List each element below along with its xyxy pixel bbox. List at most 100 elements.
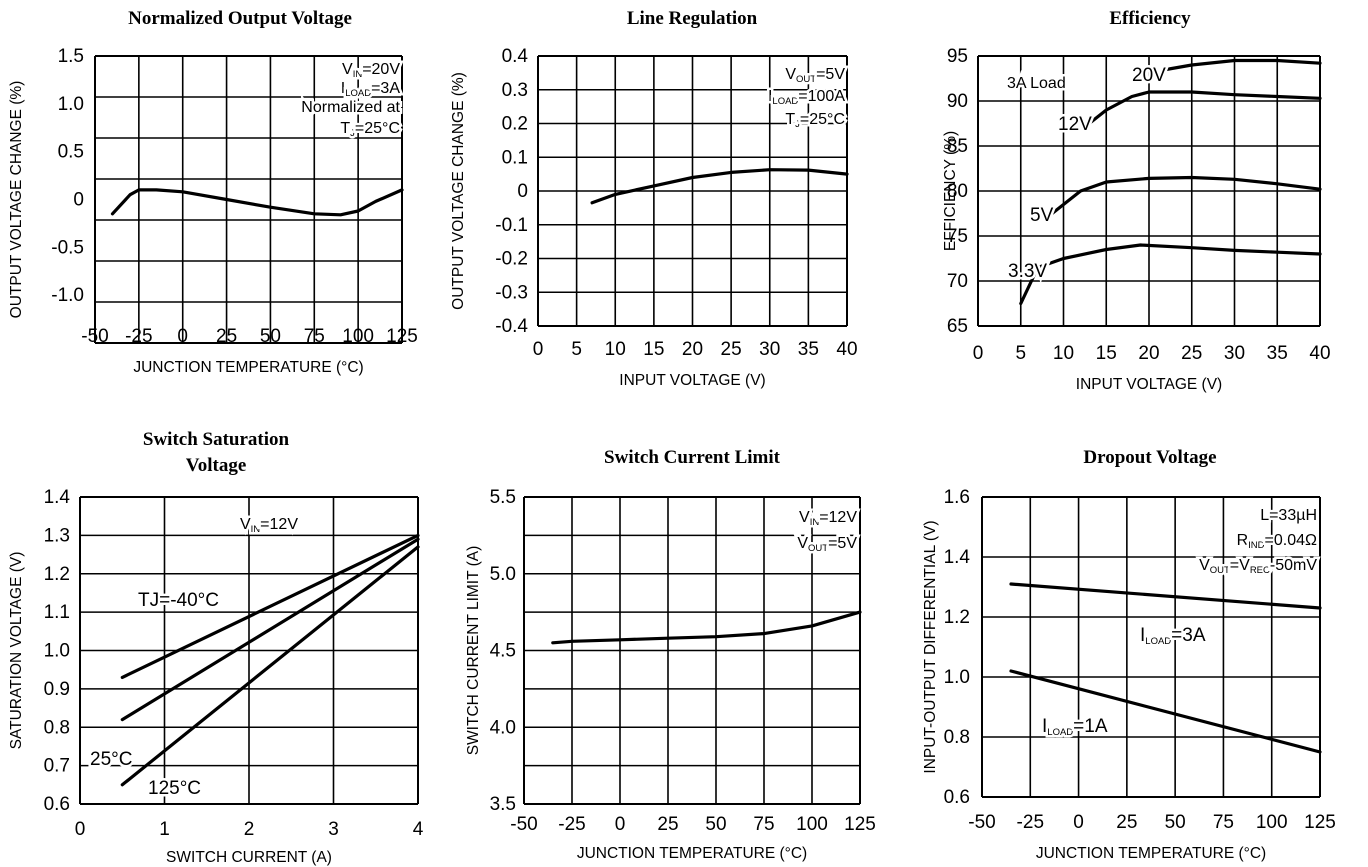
y-tick-label: 1.1 <box>44 602 70 623</box>
chart-title: Efficiency <box>1109 8 1191 29</box>
y-tick-label: 0.6 <box>44 794 70 815</box>
annotation-text: L=33µH <box>1260 507 1317 524</box>
chart-3: Efficiency 0 5 10 15 20 25 30 35 40 95 90 85 80 75 70 65… <box>942 8 1331 393</box>
x-tick-label: 0 <box>177 326 188 347</box>
x-tick-label: 75 <box>753 814 774 835</box>
y-tick-label: 80 <box>947 181 968 202</box>
x-tick-label: 35 <box>1267 343 1288 364</box>
series-line <box>120 537 420 722</box>
x-tick-label: 40 <box>1309 343 1330 364</box>
grid <box>523 496 861 805</box>
series-line <box>120 545 420 787</box>
series-label: ILOAD=1A <box>1042 716 1108 738</box>
x-axis-label: SWITCH CURRENT (A) <box>166 849 332 866</box>
y-tick-label: 1.4 <box>44 487 71 508</box>
annotation-text: VOUT=5V <box>797 535 857 554</box>
y-tick-label: -0.5 <box>51 237 84 258</box>
y-tick-label: 1.2 <box>44 564 70 585</box>
x-axis-label: JUNCTION TEMPERATURE (°C) <box>1036 845 1266 862</box>
series-line <box>551 610 862 645</box>
x-tick-label: 100 <box>796 814 828 835</box>
x-axis-label: JUNCTION TEMPERATURE (°C) <box>133 359 363 376</box>
series-label: 25°C <box>90 749 132 770</box>
annotation-text: VOUT=VREC-50mV <box>1199 557 1317 576</box>
x-tick-label: 10 <box>605 339 626 360</box>
y-tick-label: 0.4 <box>502 46 529 67</box>
chart-4: Switch Saturation Voltage 0 1 2 3 4 1.4 1.3 1.2 1.… <box>8 429 424 866</box>
y-tick-label: 1.0 <box>58 94 84 115</box>
x-tick-label: 30 <box>1224 343 1245 364</box>
x-tick-label: 25 <box>216 326 237 347</box>
series-label: ILOAD=3A <box>1140 625 1206 647</box>
annotation-text: VIN=20V <box>342 61 400 80</box>
x-tick-label: 2 <box>244 819 255 840</box>
x-tick-label: -25 <box>1017 812 1044 833</box>
chart-title: Normalized Output Voltage <box>128 8 352 29</box>
x-tick-label: -25 <box>125 326 152 347</box>
series-label: 12V <box>1058 114 1092 135</box>
series-label: TJ=-40°C <box>138 590 219 611</box>
series-line <box>590 168 849 205</box>
series-line <box>110 188 404 217</box>
y-tick-label: 4.0 <box>490 717 516 738</box>
series-line <box>1044 175 1322 220</box>
y-tick-label: 0.6 <box>944 787 970 808</box>
y-axis-label: EFFICIENCY (%) <box>942 131 959 251</box>
chart-title: Voltage <box>186 455 247 476</box>
x-tick-label: 50 <box>1165 812 1186 833</box>
x-tick-label: 0 <box>973 343 984 364</box>
x-tick-label: 30 <box>759 339 780 360</box>
y-tick-label: 90 <box>947 91 968 112</box>
y-tick-label: -0.1 <box>495 215 528 236</box>
annotation-text: Normalized at <box>301 99 400 116</box>
annotation-text: RIND=0.04Ω <box>1237 532 1317 551</box>
y-tick-label: 0 <box>517 181 528 202</box>
x-tick-label: 3 <box>328 819 339 840</box>
grid <box>537 55 848 327</box>
chart-5: Switch Current Limit -50 -25 0 25 50 75 100 125 5… <box>465 447 876 862</box>
series-line <box>120 533 420 680</box>
annotation-text: VOUT=5V <box>785 66 845 85</box>
x-tick-label: 25 <box>657 814 678 835</box>
y-axis-label: OUTPUT VOLTAGE CHANGE (%) <box>8 81 25 319</box>
y-tick-label: 5.5 <box>490 487 516 508</box>
x-tick-label: 75 <box>304 326 325 347</box>
series-line <box>1087 90 1322 126</box>
series-line <box>1164 58 1322 72</box>
y-tick-label: 75 <box>947 226 968 247</box>
series-line <box>1009 669 1322 754</box>
chart-title: Line Regulation <box>627 8 758 29</box>
y-axis-label: INPUT-OUTPUT DIFFERENTIAL (V) <box>922 520 939 773</box>
x-tick-label: 0 <box>75 819 86 840</box>
y-tick-label: 0.2 <box>502 114 528 135</box>
x-axis-label: INPUT VOLTAGE (V) <box>1076 376 1222 393</box>
x-tick-label: 4 <box>413 819 424 840</box>
annotation-text: ILOAD=3A <box>341 80 401 99</box>
y-tick-label: 0.1 <box>502 147 528 168</box>
series-line <box>1019 243 1322 306</box>
x-tick-label: -50 <box>510 814 537 835</box>
y-tick-label: 0.8 <box>44 717 70 738</box>
y-tick-label: 5.0 <box>490 564 516 585</box>
annotation-text: VIN=12V <box>799 509 857 528</box>
x-tick-label: 75 <box>1213 812 1234 833</box>
x-tick-label: 25 <box>1181 343 1202 364</box>
y-tick-label: 85 <box>947 136 968 157</box>
x-tick-label: -25 <box>558 814 585 835</box>
y-tick-label: 1.6 <box>944 487 970 508</box>
chart-title: Switch Current Limit <box>604 447 781 468</box>
x-tick-label: 5 <box>1015 343 1026 364</box>
x-tick-label: 0 <box>615 814 626 835</box>
y-tick-label: 4.5 <box>490 641 516 662</box>
y-tick-label: -1.0 <box>51 285 84 306</box>
annotation-text: TJ=25°C <box>785 111 845 130</box>
y-tick-label: -0.4 <box>495 316 528 337</box>
y-axis-label: SWITCH CURRENT LIMIT (A) <box>465 546 482 756</box>
y-tick-label: -0.3 <box>495 282 528 303</box>
series-label: 3.3V <box>1008 261 1047 282</box>
chart-1: Normalized Output Voltage -50 -25 0 25 50 75 10… <box>8 8 418 376</box>
series-line <box>1009 582 1322 610</box>
x-tick-label: 15 <box>1096 343 1117 364</box>
chart-2: Line Regulation 0 5 10 15 20 25 30 35 40 0.4 0.3 0.2… <box>450 8 858 389</box>
x-tick-label: 125 <box>844 814 876 835</box>
